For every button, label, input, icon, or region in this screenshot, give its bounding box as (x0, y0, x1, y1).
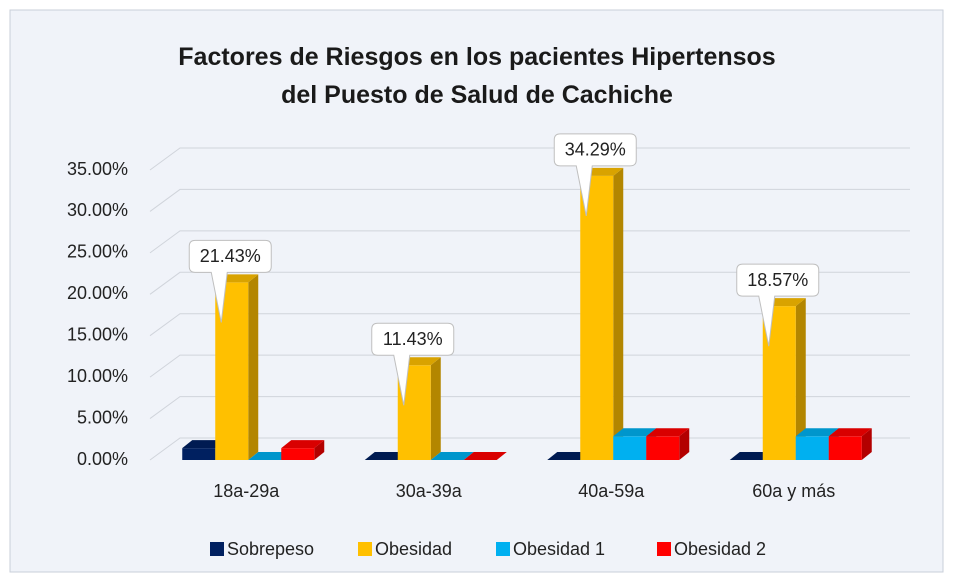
data-label: 21.43% (188, 239, 272, 323)
bar-top (364, 452, 408, 460)
bar (580, 167, 624, 460)
data-label-text: 21.43% (200, 246, 261, 266)
bar-front (646, 436, 680, 460)
legend-item: Sobrepeso (210, 539, 314, 559)
bar-side (613, 167, 624, 460)
bar (828, 428, 872, 460)
legend-swatch (496, 542, 510, 556)
callout (553, 133, 637, 216)
bar-top (248, 452, 292, 460)
legend-item: Obesidad 1 (496, 539, 605, 559)
bar-front (182, 448, 216, 460)
bar (281, 440, 325, 460)
bar-front (828, 436, 862, 460)
chart-title-line: Factores de Riesgos en los pacientes Hip… (178, 43, 775, 71)
x-tick-label: 40a-59a (578, 481, 645, 501)
data-label: 34.29% (553, 133, 637, 216)
bar (729, 452, 773, 460)
y-tick-label: 5.00% (77, 407, 128, 427)
grid-line (149, 230, 910, 254)
bar-top (795, 428, 839, 437)
y-tick-label: 10.00% (67, 366, 128, 386)
y-tick-label: 20.00% (67, 283, 128, 303)
legend-swatch (358, 542, 372, 556)
bar-top (613, 428, 657, 437)
grid-line (149, 396, 910, 419)
y-tick-label: 35.00% (67, 159, 128, 179)
y-tick-label: 30.00% (67, 200, 128, 220)
bar-side (679, 428, 690, 460)
bar-side (861, 428, 872, 460)
bar-top (281, 440, 325, 449)
grid-line (149, 147, 910, 171)
bar-side (248, 274, 259, 460)
bar-side (430, 357, 441, 460)
bar-front (281, 448, 315, 460)
bar-top (463, 452, 507, 460)
bar (248, 452, 292, 460)
callout (736, 263, 820, 347)
bar-top (828, 428, 872, 437)
bar (364, 452, 408, 460)
bar-top (646, 428, 690, 437)
data-label: 18.57% (736, 263, 820, 347)
bar-top (547, 452, 591, 460)
grid-line (149, 188, 910, 212)
legend-label: Sobrepeso (227, 539, 314, 559)
legend-label: Obesidad 1 (513, 539, 605, 559)
y-tick-label: 15.00% (67, 324, 128, 344)
bar (463, 452, 507, 460)
x-tick-label: 60a y más (752, 481, 835, 501)
bar (430, 452, 474, 460)
data-label-text: 18.57% (747, 270, 808, 290)
bar-front (580, 175, 614, 460)
chart-title-line: del Puesto de Salud de Cachiche (281, 81, 673, 109)
callout (188, 239, 272, 323)
grid-line (149, 313, 910, 337)
bar-front (613, 436, 647, 460)
legend-item: Obesidad 2 (657, 539, 766, 559)
bar-top (430, 452, 474, 460)
grid-line (149, 271, 910, 295)
legend-label: Obesidad (375, 539, 452, 559)
x-tick-label: 30a-39a (396, 481, 463, 501)
data-label-text: 34.29% (565, 140, 626, 160)
legend-swatch (210, 542, 224, 556)
data-label-text: 11.43% (383, 329, 443, 349)
bar-front (795, 436, 829, 460)
legend-swatch (657, 542, 671, 556)
grid-line (149, 354, 910, 378)
x-tick-label: 18a-29a (213, 481, 280, 501)
bar-top (182, 440, 226, 449)
callout (371, 322, 455, 406)
bar (646, 428, 690, 460)
bar-top (729, 452, 773, 460)
legend-item: Obesidad (358, 539, 452, 559)
bar-side (314, 440, 325, 460)
data-label: 11.43% (371, 322, 455, 406)
legend-label: Obesidad 2 (674, 539, 766, 559)
bar (547, 452, 591, 460)
y-tick-label: 25.00% (67, 242, 128, 262)
y-tick-label: 0.00% (77, 449, 128, 469)
chart-title: Factores de Riesgos en los pacientes Hip… (178, 43, 775, 109)
bar-side (795, 298, 806, 460)
